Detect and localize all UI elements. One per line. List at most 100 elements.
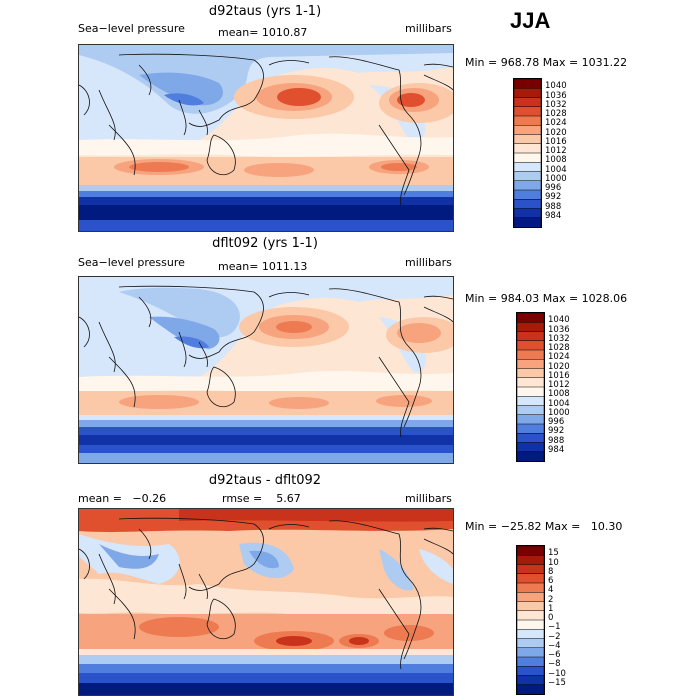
- panel2-field-label: Sea−level pressure: [78, 256, 185, 269]
- colorbar-swatch: [513, 143, 542, 154]
- colorbar-tick-label: 6: [548, 576, 554, 586]
- colorbar-swatch: [516, 656, 545, 667]
- colorbar-swatch: [516, 414, 545, 425]
- colorbar-tick-label: −6: [548, 650, 561, 660]
- panel2-colorbar-labels: 1040 1036 1032 1028 1024 1020 1016 1012 1008 1004…: [548, 312, 588, 460]
- panel1-colorbar-swatches: [513, 78, 542, 228]
- colorbar-swatch: [516, 377, 545, 388]
- colorbar-tick-label: 1008: [548, 389, 570, 400]
- colorbar-tick-label: 996: [545, 183, 562, 193]
- colorbar-tick-label: 15: [548, 548, 559, 559]
- colorbar-swatch: [516, 433, 545, 444]
- colorbar-swatch: [516, 386, 545, 397]
- colorbar-tick-label: 1012: [545, 146, 567, 156]
- colorbar-swatch: [513, 171, 542, 182]
- panel2-minmax: Min = 984.03 Max = 1028.06: [465, 292, 628, 305]
- colorbar-swatch: [516, 349, 545, 360]
- colorbar-swatch: [513, 134, 542, 145]
- colorbar-tick-label: 4: [548, 585, 554, 596]
- colorbar-tick-label: −10: [548, 668, 566, 679]
- colorbar-swatch: [513, 189, 542, 200]
- panel3-colorbar-labels: 15 10 8 6 4 2 1 0 −1 −2 −4 −6 −8 −10 −15: [548, 545, 588, 693]
- colorbar-swatch: [516, 331, 545, 342]
- colorbar-tick-label: 1028: [548, 343, 570, 353]
- colorbar-tick-label: 1008: [545, 155, 567, 166]
- panel3-units-label: millibars: [405, 492, 452, 505]
- colorbar-tick-label: −2: [548, 631, 561, 642]
- colorbar-tick-label: 0: [548, 613, 554, 623]
- colorbar-swatch: [516, 405, 545, 416]
- colorbar-swatch: [516, 368, 545, 379]
- colorbar-tick-label: −1: [548, 622, 561, 633]
- colorbar-swatch: [516, 423, 545, 434]
- panel3-colorbar-swatches: [516, 545, 545, 695]
- colorbar-tick-label: 1032: [548, 333, 570, 344]
- colorbar-swatch: [516, 684, 545, 695]
- colorbar-swatch: [513, 78, 542, 89]
- colorbar-swatch: [513, 162, 542, 173]
- colorbar-swatch: [516, 619, 545, 630]
- colorbar-tick-label: 1040: [548, 315, 570, 326]
- colorbar-tick-label: 2: [548, 594, 554, 605]
- colorbar-tick-label: 1012: [548, 380, 570, 390]
- colorbar-tick-label: 1000: [545, 173, 567, 184]
- colorbar-tick-label: 984: [545, 210, 562, 221]
- colorbar-swatch: [516, 666, 545, 677]
- colorbar-swatch: [516, 451, 545, 462]
- colorbar-swatch: [516, 638, 545, 649]
- panel2-map: [78, 276, 454, 464]
- colorbar-tick-label: −15: [548, 677, 566, 688]
- panel2-colorbar: [516, 312, 545, 462]
- panel2-title: dflt092 (yrs 1-1): [212, 236, 318, 251]
- colorbar-swatch: [516, 647, 545, 658]
- colorbar-swatch: [516, 312, 545, 323]
- colorbar-tick-label: 988: [548, 435, 565, 446]
- colorbar-tick-label: 1036: [545, 90, 567, 101]
- colorbar-tick-label: 1004: [545, 164, 567, 175]
- panel1-title: d92taus (yrs 1-1): [208, 4, 322, 19]
- colorbar-tick-label: 8: [548, 566, 554, 577]
- colorbar-swatch: [516, 322, 545, 333]
- panel1-colorbar: [513, 78, 542, 228]
- colorbar-swatch: [513, 199, 542, 210]
- colorbar-tick-label: 1000: [548, 407, 570, 418]
- colorbar-tick-label: 1040: [545, 81, 567, 92]
- colorbar-swatch: [516, 582, 545, 593]
- colorbar-tick-label: −8: [548, 659, 561, 670]
- colorbar-swatch: [513, 208, 542, 219]
- panel3-minmax: Min = −25.82 Max = 10.30: [465, 520, 623, 533]
- colorbar-swatch: [516, 601, 545, 612]
- colorbar-swatch: [513, 152, 542, 163]
- panel1-map: [78, 44, 454, 232]
- colorbar-swatch: [513, 180, 542, 191]
- panel1-colorbar-labels: 1040 1036 1032 1028 1024 1020 1016 1012 1008 1004…: [545, 78, 585, 226]
- colorbar-swatch: [516, 610, 545, 621]
- season-title: JJA: [510, 8, 551, 33]
- colorbar-swatch: [516, 359, 545, 370]
- panel3-title: d92taus - dflt092: [208, 473, 322, 488]
- colorbar-swatch: [516, 675, 545, 686]
- panel1-units-label: millibars: [405, 22, 452, 35]
- colorbar-tick-label: 1016: [545, 136, 567, 147]
- colorbar-tick-label: 1016: [548, 370, 570, 381]
- colorbar-tick-label: 1020: [548, 361, 570, 372]
- colorbar-swatch: [513, 97, 542, 108]
- colorbar-swatch: [516, 396, 545, 407]
- colorbar-tick-label: 10: [548, 557, 559, 568]
- colorbar-swatch: [516, 545, 545, 556]
- colorbar-swatch: [513, 106, 542, 117]
- colorbar-tick-label: 992: [545, 192, 562, 203]
- colorbar-tick-label: 992: [548, 426, 565, 437]
- panel3-mean-label: mean = −0.26: [78, 492, 167, 505]
- panel2-colorbar-swatches: [516, 312, 545, 462]
- colorbar-tick-label: 1036: [548, 324, 570, 335]
- colorbar-tick-label: 1028: [545, 109, 567, 119]
- colorbar-tick-label: 1032: [545, 99, 567, 110]
- colorbar-swatch: [513, 115, 542, 126]
- colorbar-swatch: [516, 592, 545, 603]
- colorbar-tick-label: 1024: [548, 352, 570, 363]
- colorbar-swatch: [513, 125, 542, 136]
- colorbar-tick-label: 1: [548, 603, 554, 614]
- panel2-mean-label: mean= 1011.13: [218, 260, 308, 273]
- panel3-rmse-label: rmse = 5.67: [222, 492, 301, 505]
